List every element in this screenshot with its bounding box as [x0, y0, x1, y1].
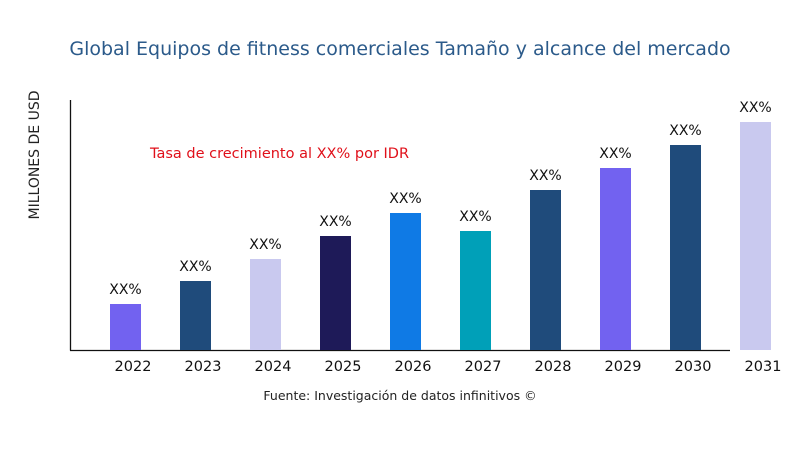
- x-tick-label-2030: 2030: [675, 359, 712, 375]
- bar-2027: [460, 231, 491, 350]
- bar-2022: [110, 304, 141, 350]
- data-label-2025: XX%: [319, 214, 351, 230]
- data-label-2022: XX%: [109, 282, 141, 298]
- bar-2030: [670, 145, 701, 350]
- bar-2023: [180, 281, 211, 350]
- bar-2026: [390, 213, 421, 350]
- x-tick-label-2025: 2025: [325, 359, 362, 375]
- bar-2029: [600, 168, 631, 350]
- x-tick-label-2027: 2027: [465, 359, 502, 375]
- data-label-2028: XX%: [529, 168, 561, 184]
- x-tick-label-2023: 2023: [185, 359, 222, 375]
- data-label-2024: XX%: [249, 237, 281, 253]
- data-label-2031: XX%: [739, 100, 771, 116]
- data-label-2026: XX%: [389, 191, 421, 207]
- x-tick-label-2026: 2026: [395, 359, 432, 375]
- data-label-2030: XX%: [669, 123, 701, 139]
- data-label-2029: XX%: [599, 146, 631, 162]
- bar-2025: [320, 236, 351, 350]
- bar-2031: [740, 122, 771, 350]
- data-label-2027: XX%: [459, 209, 491, 225]
- bar-2024: [250, 259, 281, 350]
- x-tick-label-2029: 2029: [605, 359, 642, 375]
- chart-title: Global Equipos de fitness comerciales Ta…: [69, 38, 731, 60]
- x-tick-label-2028: 2028: [535, 359, 572, 375]
- x-tick-label-2022: 2022: [115, 359, 152, 375]
- x-tick-label-2024: 2024: [255, 359, 292, 375]
- growth-annotation: Tasa de crecimiento al XX% por IDR: [150, 146, 410, 162]
- data-label-2023: XX%: [179, 259, 211, 275]
- source-note: Fuente: Investigación de datos infinitiv…: [263, 388, 537, 403]
- x-tick-label-2031: 2031: [745, 359, 782, 375]
- bar-2028: [530, 190, 561, 350]
